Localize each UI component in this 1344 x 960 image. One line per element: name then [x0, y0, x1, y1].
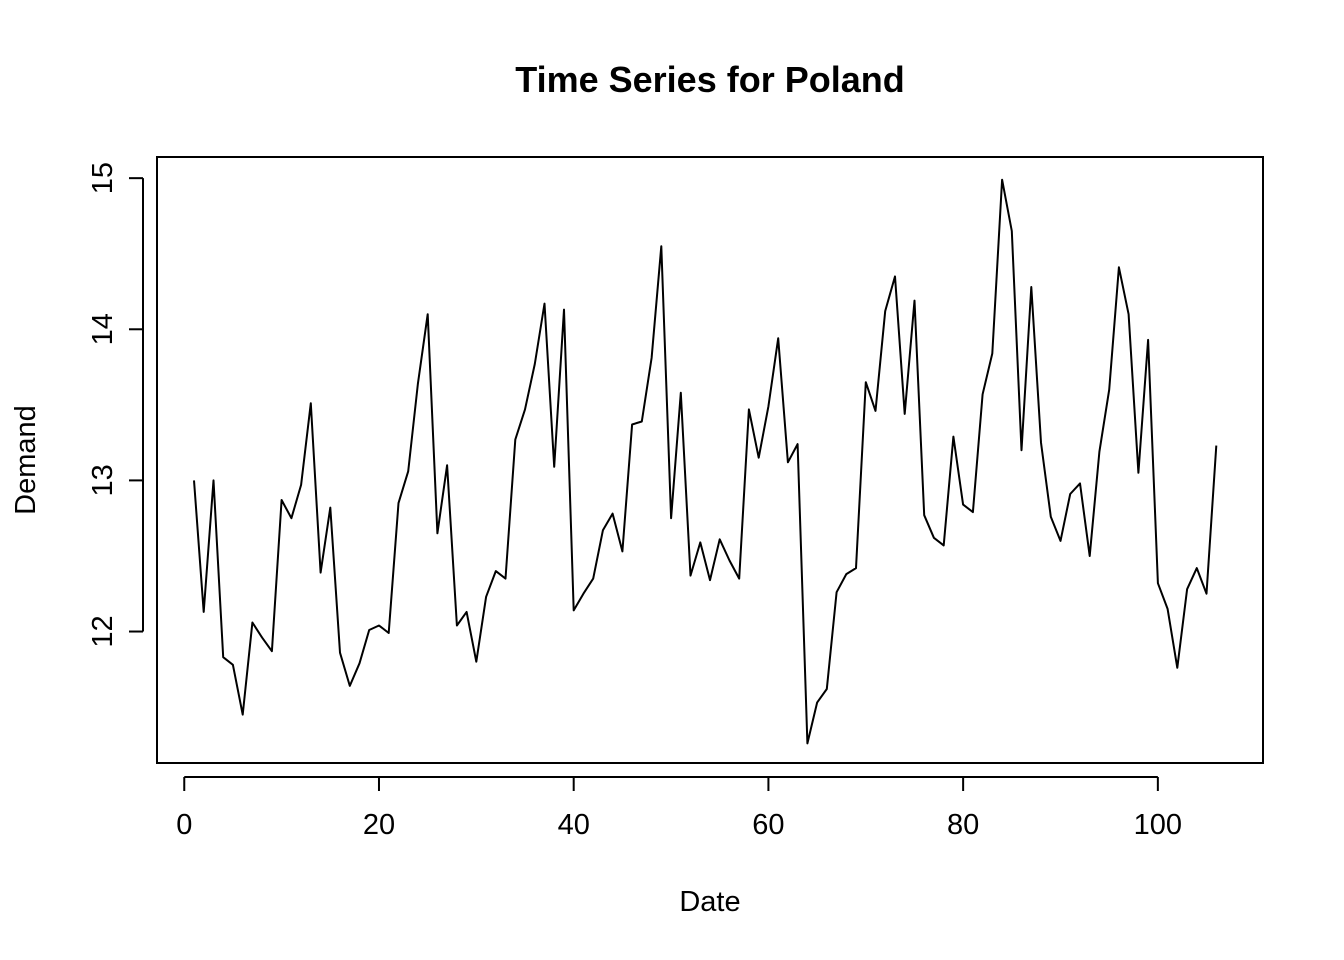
- x-tick-label: 100: [1134, 809, 1182, 841]
- y-tick-label: 12: [87, 615, 119, 647]
- chart-title: Time Series for Poland: [515, 59, 904, 100]
- x-tick-label: 20: [363, 809, 395, 841]
- plot-area-frame: [156, 156, 1264, 764]
- y-axis-label: Demand: [10, 405, 42, 515]
- y-axis: 12 13 14 15: [87, 162, 144, 648]
- x-tick-label: 40: [558, 809, 590, 841]
- y-tick-label: 13: [87, 464, 119, 496]
- x-tick-label: 0: [176, 809, 192, 841]
- y-tick-label: 15: [87, 162, 119, 194]
- x-axis-label: Date: [679, 886, 740, 918]
- y-tick-label: 14: [87, 313, 119, 345]
- series-line: [193, 178, 1218, 745]
- x-axis: 0 20 40 60 80 100: [176, 776, 1182, 841]
- x-tick-label: 60: [752, 809, 784, 841]
- x-tick-label: 80: [947, 809, 979, 841]
